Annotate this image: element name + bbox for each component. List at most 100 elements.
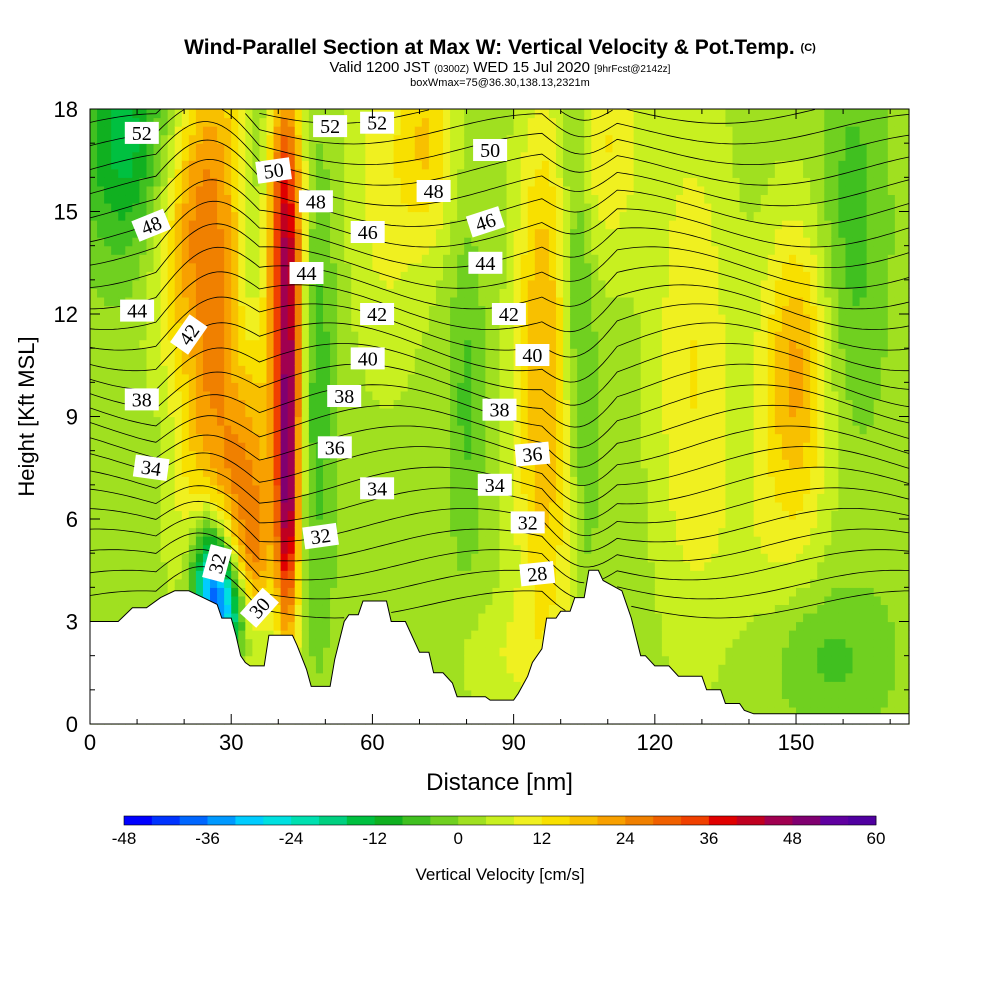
velocity-cell	[111, 604, 119, 614]
velocity-cell	[90, 228, 98, 238]
velocity-cell	[224, 220, 232, 230]
velocity-cell	[506, 185, 515, 196]
velocity-cell	[202, 143, 211, 153]
velocity-cell	[520, 322, 529, 332]
velocity-cell	[195, 484, 204, 494]
velocity-cell	[478, 578, 486, 588]
velocity-cell	[407, 168, 416, 178]
velocity-cell	[393, 425, 402, 435]
velocity-cell	[555, 399, 564, 409]
velocity-cell	[365, 168, 374, 178]
velocity-cell	[499, 228, 508, 238]
valid-date: WED 15 Jul 2020	[473, 59, 590, 76]
velocity-cell	[160, 510, 169, 520]
velocity-cell	[266, 578, 275, 588]
velocity-cell	[555, 296, 564, 307]
velocity-cell	[259, 416, 268, 426]
velocity-cell	[365, 143, 374, 153]
velocity-cell	[167, 143, 176, 153]
velocity-cell	[386, 510, 395, 520]
velocity-cell	[534, 237, 543, 247]
velocity-cell	[139, 544, 148, 554]
velocity-cell	[344, 570, 352, 580]
velocity-cell	[358, 536, 366, 546]
velocity-cell	[344, 561, 352, 571]
velocity-cell	[245, 442, 253, 452]
velocity-cell	[393, 399, 402, 409]
velocity-cell	[555, 228, 564, 238]
velocity-cell	[118, 536, 126, 546]
velocity-cell	[167, 279, 176, 289]
velocity-cell	[457, 467, 465, 477]
velocity-cell	[132, 194, 141, 204]
velocity-cell	[358, 279, 366, 289]
velocity-cell	[400, 237, 409, 247]
velocity-cell	[563, 322, 571, 332]
velocity-cell	[450, 595, 458, 606]
velocity-cell	[534, 536, 543, 546]
velocity-cell	[393, 519, 402, 529]
velocity-cell	[414, 322, 423, 332]
velocity-cell	[139, 501, 148, 512]
velocity-cell	[414, 356, 423, 366]
velocity-cell	[513, 484, 522, 494]
velocity-cell	[555, 484, 564, 494]
velocity-cell	[90, 390, 98, 401]
velocity-cell	[210, 254, 218, 264]
velocity-cell	[492, 578, 501, 588]
velocity-cell	[457, 262, 465, 272]
velocity-cell	[365, 245, 374, 255]
velocity-cell	[294, 399, 303, 409]
velocity-cell	[520, 331, 529, 341]
velocity-cell	[520, 664, 529, 674]
velocity-cell	[464, 262, 472, 272]
velocity-cell	[358, 288, 366, 298]
velocity-cell	[245, 621, 253, 631]
velocity-cell	[224, 168, 232, 178]
velocity-cell	[174, 433, 183, 443]
velocity-cell	[443, 561, 451, 571]
velocity-cell	[245, 638, 253, 648]
velocity-cell	[563, 390, 571, 401]
velocity-cell	[464, 425, 472, 435]
velocity-cell	[273, 433, 282, 443]
velocity-cell	[231, 501, 239, 512]
velocity-cell	[266, 536, 275, 546]
velocity-cell	[259, 185, 268, 196]
velocity-cell	[464, 271, 472, 281]
velocity-cell	[351, 493, 359, 503]
velocity-cell	[294, 254, 303, 264]
velocity-cell	[224, 578, 232, 588]
velocity-cell	[188, 467, 197, 477]
velocity-cell	[428, 544, 437, 554]
velocity-cell	[563, 382, 571, 392]
velocity-cell	[308, 655, 317, 665]
velocity-cell	[231, 356, 239, 366]
velocity-cell	[252, 442, 261, 452]
velocity-cell	[308, 484, 317, 494]
velocity-cell	[548, 553, 557, 563]
velocity-cell	[174, 519, 183, 529]
velocity-cell	[478, 160, 486, 170]
velocity-cell	[534, 595, 543, 606]
velocity-cell	[428, 134, 437, 144]
velocity-cell	[301, 254, 310, 264]
velocity-cell	[471, 450, 479, 460]
velocity-cell	[90, 271, 98, 281]
velocity-cell	[492, 689, 501, 699]
velocity-cell	[97, 459, 105, 469]
velocity-cell	[210, 578, 218, 588]
velocity-cell	[400, 194, 409, 204]
velocity-cell	[294, 630, 303, 640]
velocity-cell	[443, 271, 451, 281]
velocity-cell	[252, 296, 261, 307]
velocity-cell	[365, 211, 374, 221]
velocity-cell	[160, 151, 169, 161]
velocity-cell	[287, 536, 296, 546]
velocity-cell	[464, 185, 472, 196]
velocity-cell	[210, 484, 218, 494]
velocity-cell	[351, 331, 359, 341]
velocity-cell	[379, 544, 388, 554]
velocity-cell	[471, 476, 479, 486]
velocity-cell	[337, 134, 345, 144]
